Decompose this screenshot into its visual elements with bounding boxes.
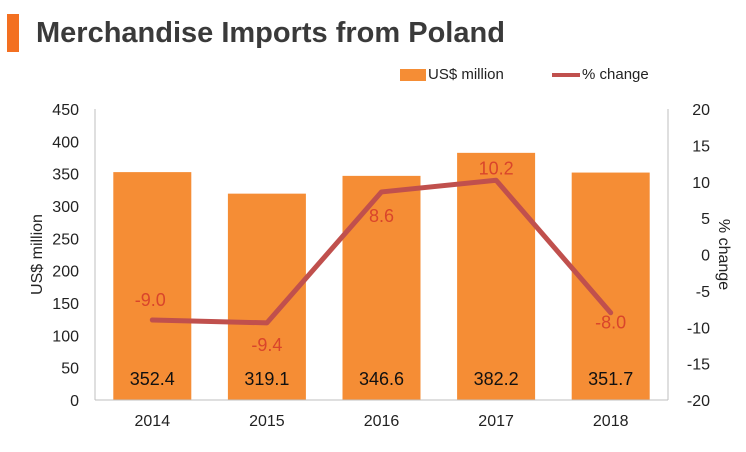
- y-tick-label: 100: [52, 328, 79, 345]
- y-tick-label: 300: [52, 199, 79, 216]
- bar-value-label: 352.4: [130, 369, 175, 389]
- x-tick-label: 2018: [593, 413, 629, 430]
- y-tick-label: 0: [70, 393, 79, 410]
- y2-tick-label: -20: [687, 393, 710, 410]
- legend-item-line: % change: [552, 66, 649, 83]
- line-value-label: 10.2: [479, 158, 514, 178]
- legend-item-bar: US$ million: [400, 66, 504, 83]
- legend-bar-swatch: [400, 68, 426, 81]
- y2-axis-title: % change: [715, 219, 732, 290]
- bar-2017: [457, 152, 536, 400]
- bar-value-label: 346.6: [359, 369, 404, 389]
- bar-2014: [113, 172, 192, 400]
- line-value-label: 8.6: [369, 206, 394, 226]
- y2-tick-label: 5: [701, 211, 710, 228]
- y2-tick-label: -10: [687, 320, 710, 337]
- x-tick-label: 2017: [478, 413, 514, 430]
- y2-tick-label: 10: [692, 175, 710, 192]
- y-tick-label: 200: [52, 264, 79, 281]
- y2-tick-label: -15: [687, 357, 710, 374]
- x-tick-label: 2016: [364, 413, 400, 430]
- y-tick-label: 450: [52, 102, 79, 119]
- bar-2018: [571, 172, 650, 400]
- bar-value-label: 319.1: [244, 369, 289, 389]
- y2-tick-label: 15: [692, 138, 710, 155]
- legend-line-swatch: [552, 72, 580, 77]
- line-value-label: -8.0: [595, 313, 626, 333]
- bar-2016: [342, 175, 421, 400]
- bar-value-label: 351.7: [588, 369, 633, 389]
- y-tick-label: 250: [52, 231, 79, 248]
- y-tick-label: 400: [52, 134, 79, 151]
- x-tick-label: 2014: [135, 413, 171, 430]
- y2-tick-label: 20: [692, 102, 710, 119]
- legend-bar-label: US$ million: [428, 66, 504, 83]
- y-axis-title: US$ million: [29, 214, 46, 295]
- legend-line-label: % change: [582, 66, 649, 83]
- y-tick-label: 50: [61, 361, 79, 378]
- line-value-label: -9.0: [135, 290, 166, 310]
- y-tick-label: 150: [52, 296, 79, 313]
- x-tick-label: 2015: [249, 413, 285, 430]
- title-accent-bar: [7, 14, 19, 52]
- y-tick-label: 350: [52, 167, 79, 184]
- y2-tick-label: 0: [701, 248, 710, 265]
- bar-value-label: 382.2: [474, 369, 519, 389]
- chart-title: Merchandise Imports from Poland: [36, 17, 505, 49]
- line-series-percent-change: [149, 177, 614, 326]
- y2-tick-label: -5: [696, 284, 710, 301]
- line-value-label: -9.4: [251, 335, 282, 355]
